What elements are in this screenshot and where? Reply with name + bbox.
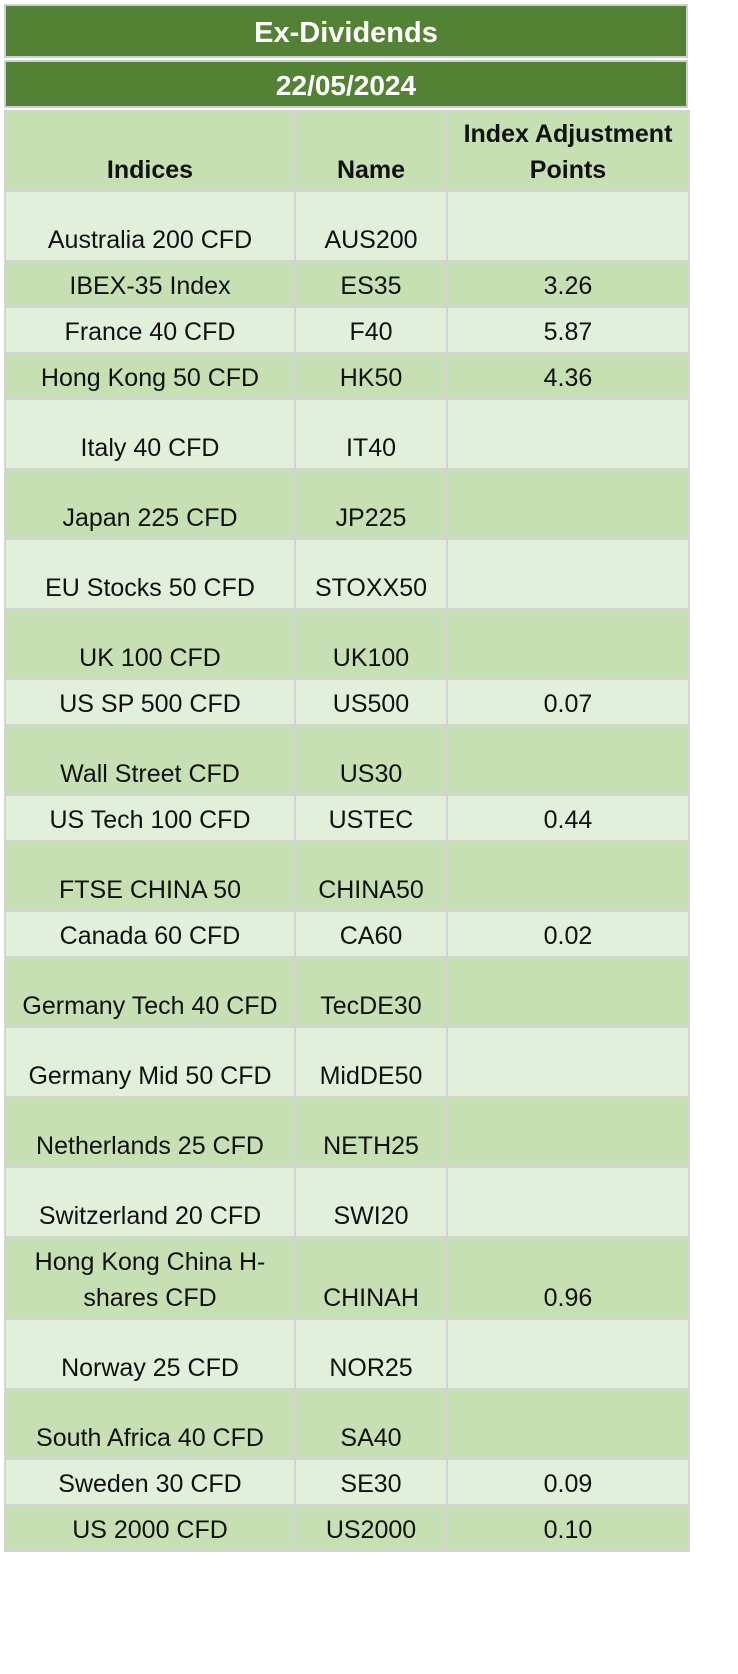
cell-symbol: CA60 — [294, 910, 448, 958]
dividends-table: Indices Name Index Adjustment Points Aus… — [4, 110, 690, 1552]
table-row: UK 100 CFD UK100 — [4, 608, 690, 680]
table-row: Australia 200 CFD AUS200 — [4, 190, 690, 262]
cell-adjustment-points: 5.87 — [446, 306, 690, 354]
cell-symbol: ES35 — [294, 260, 448, 308]
cell-symbol: SWI20 — [294, 1166, 448, 1238]
cell-adjustment-points — [446, 1026, 690, 1098]
cell-index-name: IBEX-35 Index — [4, 260, 296, 308]
table-row: FTSE CHINA 50 CHINA50 — [4, 840, 690, 912]
table-row: US 2000 CFD US2000 0.10 — [4, 1504, 690, 1552]
cell-symbol: CHINAH — [294, 1236, 448, 1320]
cell-adjustment-points: 0.44 — [446, 794, 690, 842]
cell-index-name: Netherlands 25 CFD — [4, 1096, 296, 1168]
cell-symbol: CHINA50 — [294, 840, 448, 912]
cell-symbol: NETH25 — [294, 1096, 448, 1168]
cell-index-name: France 40 CFD — [4, 306, 296, 354]
cell-symbol: SE30 — [294, 1458, 448, 1506]
cell-index-name: Japan 225 CFD — [4, 468, 296, 540]
cell-symbol: HK50 — [294, 352, 448, 400]
cell-index-name: US 2000 CFD — [4, 1504, 296, 1552]
cell-symbol: USTEC — [294, 794, 448, 842]
cell-index-name: Sweden 30 CFD — [4, 1458, 296, 1506]
cell-adjustment-points — [446, 1318, 690, 1390]
cell-adjustment-points: 0.09 — [446, 1458, 690, 1506]
cell-adjustment-points — [446, 724, 690, 796]
cell-symbol: F40 — [294, 306, 448, 354]
cell-symbol: STOXX50 — [294, 538, 448, 610]
date-banner: 22/05/2024 — [4, 60, 688, 108]
cell-index-name: Germany Mid 50 CFD — [4, 1026, 296, 1098]
cell-adjustment-points — [446, 956, 690, 1028]
table-row: Germany Tech 40 CFD TecDE30 — [4, 956, 690, 1028]
column-header-indices: Indices — [4, 110, 296, 192]
table-row: Italy 40 CFD IT40 — [4, 398, 690, 470]
cell-symbol: JP225 — [294, 468, 448, 540]
page-title: Ex-Dividends — [4, 4, 688, 58]
table-body: Australia 200 CFD AUS200 IBEX-35 Index ES35… — [4, 190, 690, 1552]
cell-adjustment-points: 0.07 — [446, 678, 690, 726]
cell-index-name: Canada 60 CFD — [4, 910, 296, 958]
table-header-row: Indices Name Index Adjustment Points — [4, 110, 690, 192]
table-row: Norway 25 CFD NOR25 — [4, 1318, 690, 1390]
cell-adjustment-points — [446, 1096, 690, 1168]
cell-index-name: Norway 25 CFD — [4, 1318, 296, 1390]
cell-index-name: Australia 200 CFD — [4, 190, 296, 262]
cell-index-name: UK 100 CFD — [4, 608, 296, 680]
column-header-name: Name — [294, 110, 448, 192]
table-row: Hong Kong 50 CFD HK50 4.36 — [4, 352, 690, 400]
cell-adjustment-points: 3.26 — [446, 260, 690, 308]
table-row: EU Stocks 50 CFD STOXX50 — [4, 538, 690, 610]
cell-index-name: FTSE CHINA 50 — [4, 840, 296, 912]
cell-adjustment-points — [446, 468, 690, 540]
table-row: Canada 60 CFD CA60 0.02 — [4, 910, 690, 958]
cell-index-name: Hong Kong 50 CFD — [4, 352, 296, 400]
column-header-points: Index Adjustment Points — [446, 110, 690, 192]
cell-index-name: EU Stocks 50 CFD — [4, 538, 296, 610]
cell-symbol: US500 — [294, 678, 448, 726]
cell-adjustment-points — [446, 1166, 690, 1238]
cell-index-name: Germany Tech 40 CFD — [4, 956, 296, 1028]
cell-symbol: US2000 — [294, 1504, 448, 1552]
cell-index-name: US SP 500 CFD — [4, 678, 296, 726]
table-row: Switzerland 20 CFD SWI20 — [4, 1166, 690, 1238]
cell-symbol: TecDE30 — [294, 956, 448, 1028]
cell-index-name: US Tech 100 CFD — [4, 794, 296, 842]
cell-adjustment-points: 0.96 — [446, 1236, 690, 1320]
cell-symbol: IT40 — [294, 398, 448, 470]
cell-adjustment-points: 0.10 — [446, 1504, 690, 1552]
table-row: South Africa 40 CFD SA40 — [4, 1388, 690, 1460]
cell-symbol: US30 — [294, 724, 448, 796]
cell-adjustment-points: 4.36 — [446, 352, 690, 400]
table-row: France 40 CFD F40 5.87 — [4, 306, 690, 354]
cell-symbol: AUS200 — [294, 190, 448, 262]
table-row: Netherlands 25 CFD NETH25 — [4, 1096, 690, 1168]
table-row: US Tech 100 CFD USTEC 0.44 — [4, 794, 690, 842]
cell-adjustment-points — [446, 840, 690, 912]
cell-symbol: UK100 — [294, 608, 448, 680]
cell-adjustment-points — [446, 608, 690, 680]
ex-dividends-sheet: Ex-Dividends 22/05/2024 Indices Name Ind… — [4, 4, 690, 1552]
table-row: Wall Street CFD US30 — [4, 724, 690, 796]
cell-index-name: Hong Kong China H-shares CFD — [4, 1236, 296, 1320]
cell-index-name: South Africa 40 CFD — [4, 1388, 296, 1460]
cell-adjustment-points: 0.02 — [446, 910, 690, 958]
cell-symbol: NOR25 — [294, 1318, 448, 1390]
table-row: Germany Mid 50 CFD MidDE50 — [4, 1026, 690, 1098]
cell-symbol: MidDE50 — [294, 1026, 448, 1098]
table-row: Sweden 30 CFD SE30 0.09 — [4, 1458, 690, 1506]
cell-index-name: Switzerland 20 CFD — [4, 1166, 296, 1238]
cell-index-name: Italy 40 CFD — [4, 398, 296, 470]
table-row: Japan 225 CFD JP225 — [4, 468, 690, 540]
cell-adjustment-points — [446, 398, 690, 470]
cell-adjustment-points — [446, 1388, 690, 1460]
cell-adjustment-points — [446, 190, 690, 262]
cell-adjustment-points — [446, 538, 690, 610]
cell-symbol: SA40 — [294, 1388, 448, 1460]
table-row: IBEX-35 Index ES35 3.26 — [4, 260, 690, 308]
cell-index-name: Wall Street CFD — [4, 724, 296, 796]
table-row: Hong Kong China H-shares CFD CHINAH 0.96 — [4, 1236, 690, 1320]
table-row: US SP 500 CFD US500 0.07 — [4, 678, 690, 726]
